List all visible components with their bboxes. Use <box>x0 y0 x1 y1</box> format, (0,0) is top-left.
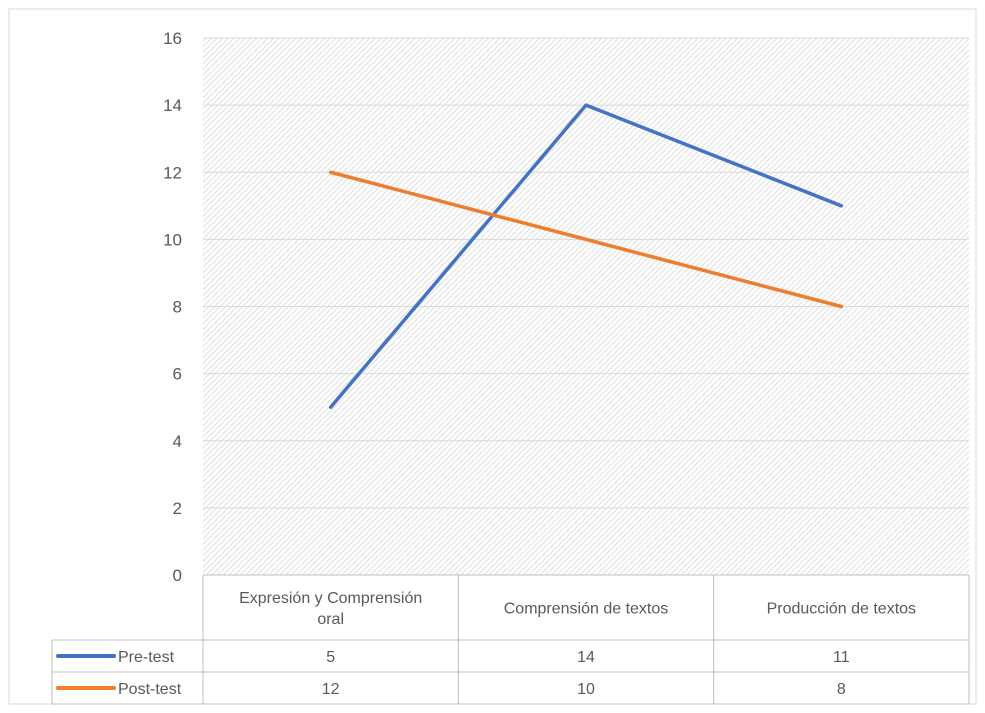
table-cell-value: 10 <box>577 681 595 698</box>
table-cell-value: 11 <box>833 649 850 666</box>
x-category-label: Expresión y Comprensión <box>239 590 422 607</box>
data-point <box>329 405 333 409</box>
series-lines <box>328 103 844 409</box>
x-category-label: Comprensión de textos <box>504 601 669 618</box>
y-tick-label: 8 <box>173 298 182 317</box>
x-category-label: oral <box>317 611 344 628</box>
y-axis: 0 2 4 6 8 10 12 14 16 <box>163 29 182 585</box>
legend-label: Post-test <box>118 681 182 698</box>
y-tick-label: 6 <box>173 365 182 384</box>
y-tick-label: 16 <box>163 29 182 48</box>
table-cell-value: 8 <box>837 681 846 698</box>
y-tick-label: 10 <box>163 230 182 249</box>
y-tick-label: 4 <box>173 432 182 451</box>
y-tick-label: 12 <box>163 163 182 182</box>
data-point <box>839 305 843 308</box>
legend-label: Pre-test <box>118 649 175 666</box>
table-cell-value: 14 <box>577 649 595 666</box>
data-point <box>329 170 333 174</box>
data-point <box>839 204 843 208</box>
y-tick-label: 14 <box>163 96 182 115</box>
data-point <box>584 237 588 241</box>
x-category-label: Producción de textos <box>767 601 916 618</box>
table-cell-value: 12 <box>322 681 340 698</box>
data-table: Expresión y Comprensión oral Comprensión d… <box>51 574 970 705</box>
table-cell-value: 5 <box>326 649 335 666</box>
data-point <box>584 103 588 107</box>
y-tick-label: 2 <box>173 499 182 518</box>
y-tick-label: 0 <box>173 566 182 585</box>
